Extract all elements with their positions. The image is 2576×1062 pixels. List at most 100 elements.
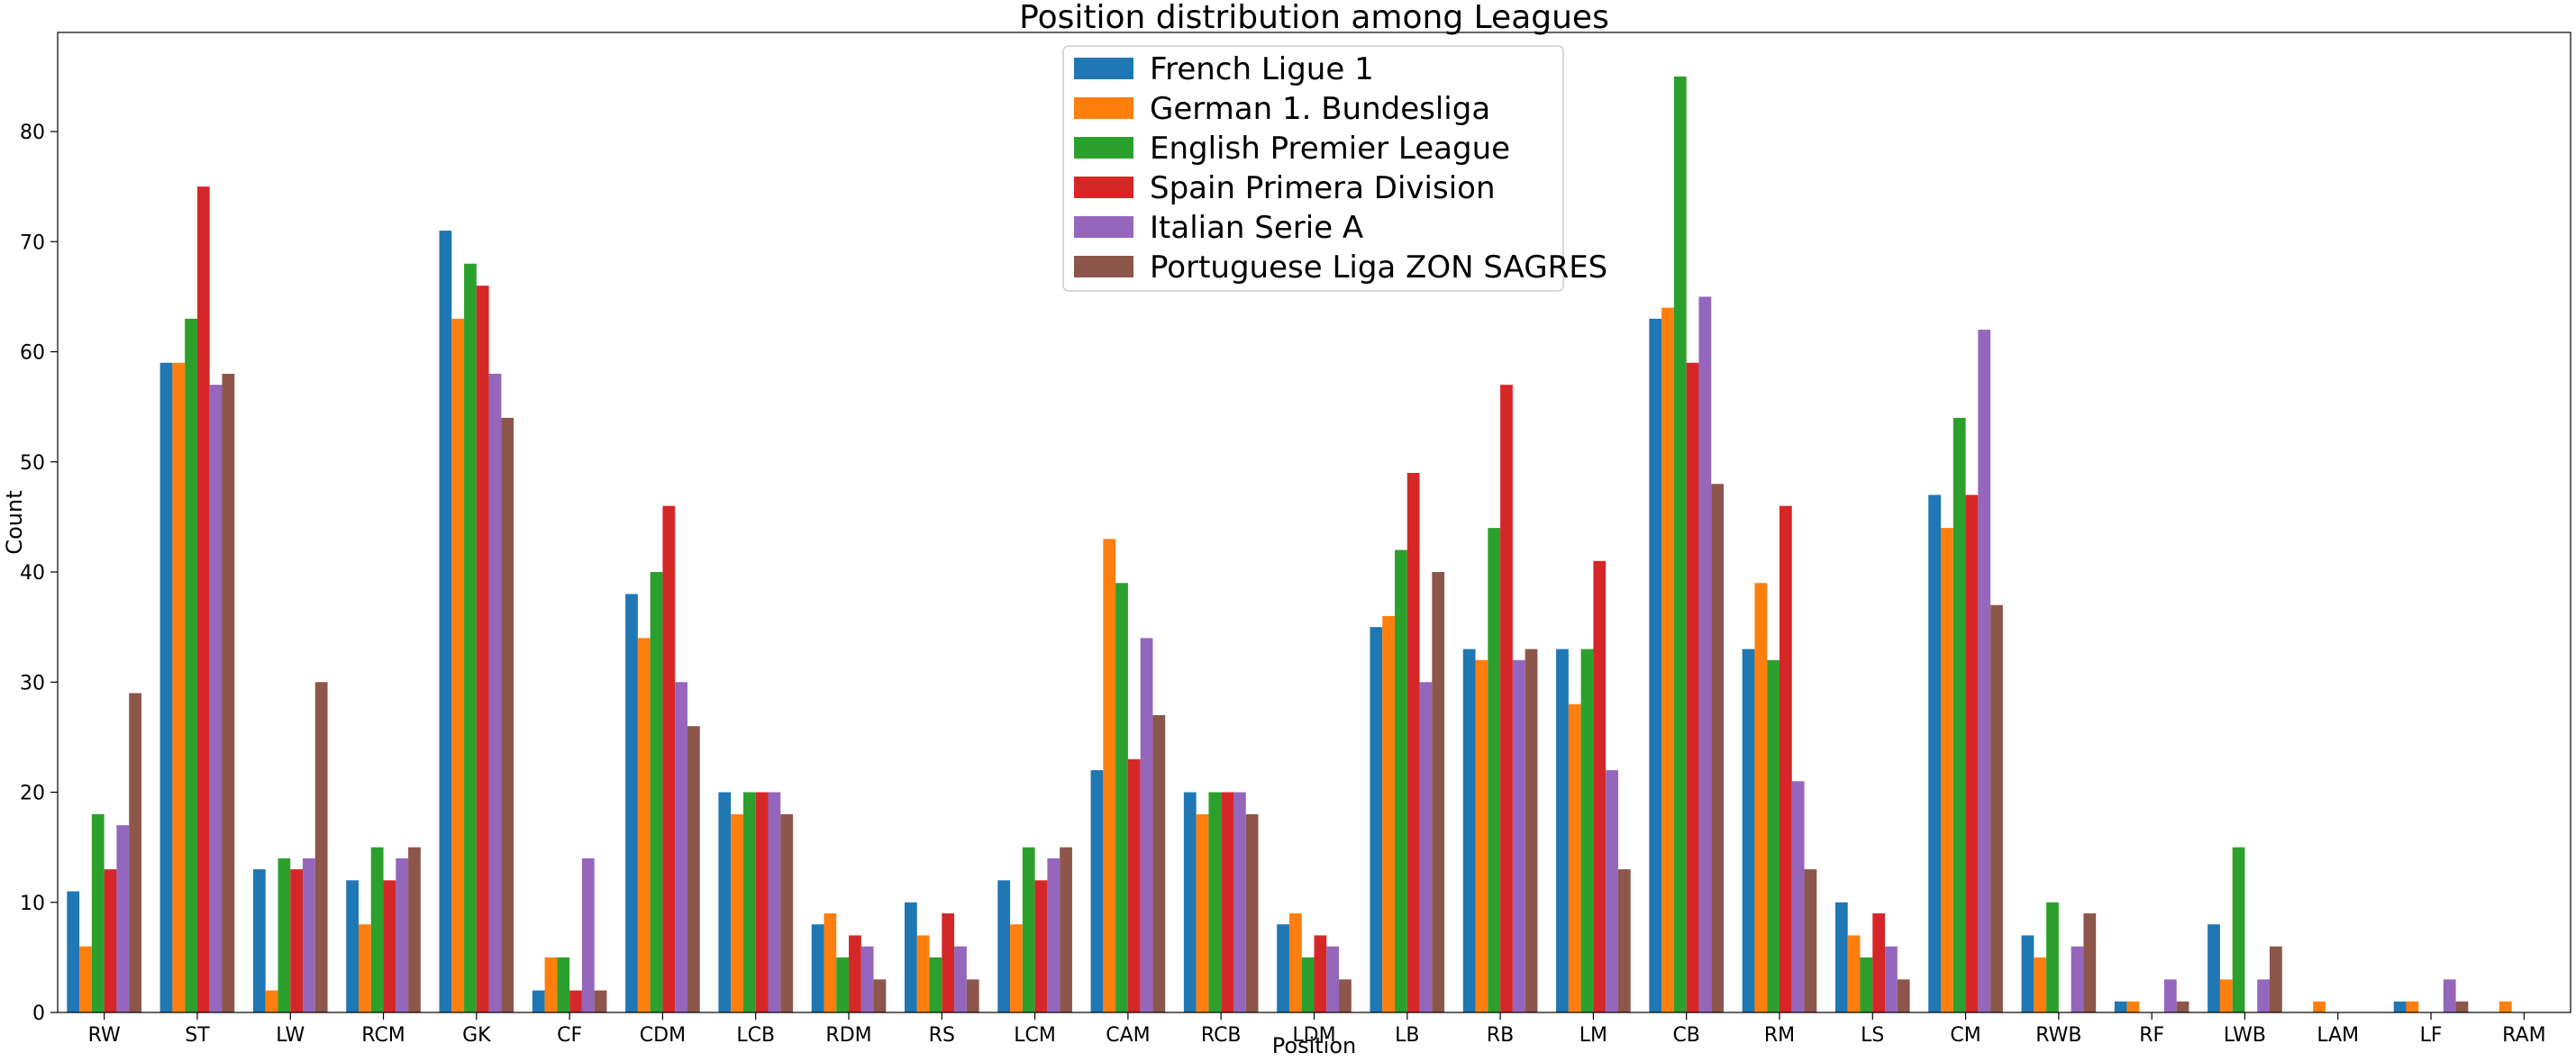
- bar: [1593, 560, 1607, 1012]
- bar: [2114, 1001, 2127, 1012]
- bar: [1196, 813, 1209, 1012]
- bar: [1711, 484, 1725, 1012]
- bar: [916, 935, 930, 1012]
- bar: [544, 957, 558, 1012]
- x-axis: RW ST LW RCM GK CF CDM LCB RDM RS LCM CAM RCB LDM LB RB…: [88, 1012, 2546, 1047]
- bar: [811, 924, 824, 1012]
- bar: [1847, 935, 1861, 1012]
- bar: [2126, 1001, 2140, 1012]
- x-tick-label: LWB: [2224, 1024, 2266, 1047]
- bar: [942, 912, 955, 1012]
- bar: [1617, 869, 1631, 1012]
- x-tick-label: LAM: [2317, 1024, 2359, 1047]
- bar: [1791, 781, 1805, 1012]
- bar: [172, 362, 186, 1012]
- x-tick-label: ST: [185, 1024, 210, 1047]
- bar: [1127, 758, 1141, 1012]
- bar: [396, 858, 409, 1012]
- y-tick-label: 50: [20, 452, 45, 475]
- bar: [2163, 979, 2177, 1012]
- bar: [2257, 979, 2271, 1012]
- x-tick-label: RCB: [1201, 1024, 1242, 1047]
- x-tick-label: RCM: [361, 1024, 405, 1047]
- bar: [314, 682, 328, 1012]
- legend-swatch: [1074, 137, 1133, 159]
- bar: [408, 847, 421, 1012]
- x-tick-label: LCB: [736, 1024, 775, 1047]
- x-tick-label: LS: [1861, 1024, 1884, 1047]
- bar: [1767, 659, 1780, 1012]
- x-tick-label: GK: [462, 1024, 491, 1047]
- bar: [129, 693, 141, 1012]
- x-tick-label: LDM: [1292, 1024, 1335, 1047]
- bar: [1339, 979, 1352, 1012]
- bar: [1301, 957, 1315, 1012]
- bar: [1034, 880, 1048, 1012]
- bar: [860, 946, 874, 1012]
- bar: [1556, 649, 1569, 1012]
- bar: [742, 792, 756, 1012]
- legend-swatch: [1074, 216, 1133, 238]
- bar: [1941, 528, 1953, 1012]
- legend-swatch: [1074, 177, 1133, 198]
- bar: [1140, 638, 1153, 1012]
- bar: [2406, 1001, 2419, 1012]
- bar: [1606, 770, 1618, 1012]
- bar: [2219, 979, 2233, 1012]
- x-tick-label: RW: [88, 1024, 121, 1047]
- bar: [1928, 495, 1942, 1012]
- bar: [265, 990, 278, 1012]
- bar: [1673, 76, 1687, 1012]
- bar: [824, 912, 837, 1012]
- bar: [278, 858, 291, 1012]
- x-axis-label: Position: [1272, 1033, 1356, 1058]
- legend-label: Italian Serie A: [1150, 210, 1363, 246]
- legend-label: Portuguese Liga ZON SAGRES: [1150, 250, 1607, 286]
- bar: [569, 990, 582, 1012]
- bar: [1872, 912, 1886, 1012]
- bar: [2046, 902, 2059, 1012]
- bar: [2034, 957, 2047, 1012]
- bar: [1314, 935, 1327, 1012]
- bar: [370, 847, 384, 1012]
- bar: [185, 318, 197, 1013]
- x-tick-label: RDM: [825, 1024, 871, 1047]
- bar: [1649, 318, 1662, 1013]
- x-tick-label: CB: [1672, 1024, 1699, 1047]
- x-tick-label: CDM: [640, 1024, 686, 1047]
- y-tick-label: 30: [20, 672, 45, 694]
- legend-label: Spain Primera Division: [1150, 170, 1496, 206]
- bar: [1208, 792, 1222, 1012]
- x-tick-label: RF: [2139, 1024, 2164, 1047]
- bar: [116, 825, 130, 1012]
- bar: [904, 902, 917, 1012]
- x-tick-label: CAM: [1106, 1024, 1150, 1047]
- bar: [488, 373, 502, 1012]
- bar: [2176, 1001, 2189, 1012]
- y-axis-label: Count: [2, 490, 27, 554]
- bar: [1277, 924, 1289, 1012]
- bar: [290, 869, 304, 1012]
- bar: [1406, 472, 1420, 1012]
- legend-swatch: [1074, 256, 1133, 277]
- bar: [1221, 792, 1233, 1012]
- bar: [1978, 330, 1991, 1013]
- bar: [79, 946, 92, 1012]
- bar: [1245, 813, 1259, 1012]
- bar: [662, 505, 676, 1012]
- bar: [873, 979, 887, 1012]
- bar: [1580, 649, 1594, 1012]
- bar: [1010, 924, 1023, 1012]
- bar: [1432, 572, 1445, 1012]
- bar: [650, 572, 663, 1012]
- x-tick-label: LF: [2420, 1024, 2443, 1047]
- bar: [303, 858, 315, 1012]
- bar: [222, 373, 235, 1012]
- bar: [476, 286, 489, 1012]
- bar: [1183, 792, 1197, 1012]
- bar: [159, 362, 173, 1012]
- bar: [1754, 583, 1768, 1012]
- bar: [1047, 858, 1060, 1012]
- bar: [849, 935, 861, 1012]
- bar: [1500, 385, 1513, 1012]
